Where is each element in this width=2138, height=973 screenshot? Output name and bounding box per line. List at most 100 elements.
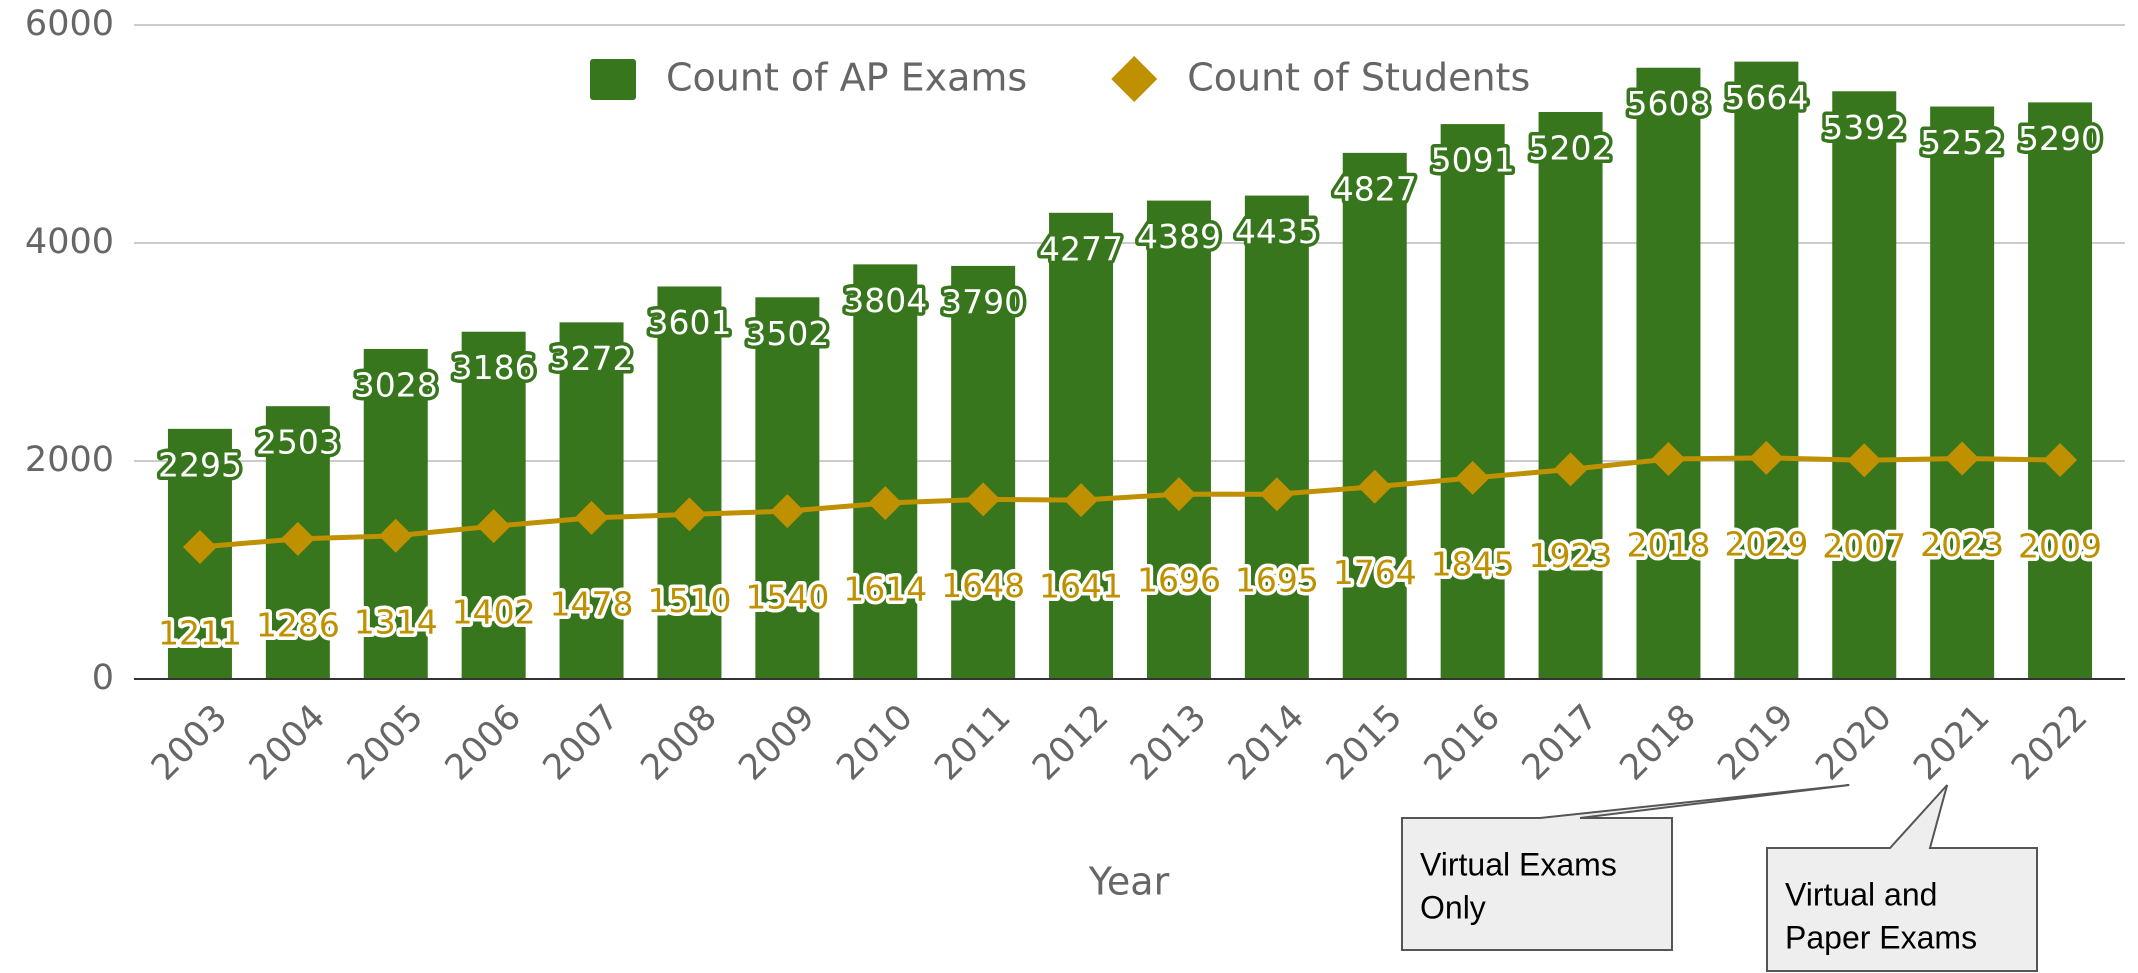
point-marker <box>868 486 903 521</box>
point-marker <box>1749 440 1784 475</box>
bar <box>1244 195 1309 679</box>
bar <box>363 348 428 679</box>
data-label: 1923 <box>1529 536 1613 575</box>
data-label: 2009 <box>2018 527 2102 566</box>
x-tick-label: 2017 <box>1515 697 1606 788</box>
point-marker <box>1945 441 1980 476</box>
data-label: 2023 <box>1920 525 2004 564</box>
data-label: 5392 <box>1822 108 1906 147</box>
callout-text: Virtual and <box>1785 876 1937 912</box>
data-label: 1402 <box>452 593 536 632</box>
data-label: 4435 <box>1235 212 1319 251</box>
point-marker <box>1259 477 1294 512</box>
x-tick-label: 2015 <box>1319 697 1410 788</box>
data-label: 5091 <box>1431 141 1515 180</box>
data-label: 2295 <box>158 445 242 484</box>
data-label: 1211 <box>158 614 242 653</box>
bar <box>1930 106 1995 680</box>
point-marker <box>1455 460 1490 495</box>
callout-text: Virtual Exams <box>1420 846 1617 882</box>
data-label: 4277 <box>1039 229 1123 268</box>
x-tick-label: 2012 <box>1025 697 1116 788</box>
data-label: 3502 <box>745 314 829 353</box>
data-label: 1478 <box>550 584 634 623</box>
point-marker <box>1064 483 1099 518</box>
bar <box>1342 152 1407 679</box>
x-tick-label: 2009 <box>732 697 823 788</box>
data-label: 1648 <box>941 566 1025 605</box>
x-tick-label: 2019 <box>1711 697 1802 788</box>
data-label: 1764 <box>1333 553 1417 592</box>
legend-swatch <box>590 59 636 100</box>
point-marker <box>1847 443 1882 478</box>
point-marker <box>1357 469 1392 504</box>
data-label: 5608 <box>1626 84 1710 123</box>
legend-label: Count of Students <box>1187 56 1530 100</box>
data-label: 4827 <box>1333 169 1417 208</box>
bar <box>853 264 918 679</box>
bar <box>461 331 526 679</box>
x-tick-label: 2005 <box>340 697 431 788</box>
data-label: 1696 <box>1137 561 1221 600</box>
x-tick-label: 2018 <box>1613 697 1704 788</box>
bar <box>1538 111 1603 680</box>
point-marker <box>770 494 805 529</box>
data-label: 2029 <box>1724 524 1808 563</box>
point-marker <box>1651 442 1686 477</box>
point-marker <box>1553 452 1588 487</box>
x-axis-title: Year <box>1088 860 1170 904</box>
data-label: 3804 <box>843 281 927 320</box>
x-tick-label: 2016 <box>1417 697 1508 788</box>
point-marker <box>672 497 707 532</box>
data-label: 3186 <box>452 348 536 387</box>
data-label: 5290 <box>2018 119 2102 158</box>
y-tick-label: 6000 <box>25 4 114 44</box>
point-marker <box>1161 477 1196 512</box>
callout-text: Only <box>1420 889 1486 925</box>
legend-swatch <box>1111 56 1158 102</box>
bar <box>755 297 820 679</box>
x-tick-label: 2014 <box>1221 697 1312 788</box>
x-tick-label: 2008 <box>634 697 725 788</box>
point-marker <box>378 518 413 553</box>
data-label: 1314 <box>354 602 438 641</box>
callout <box>1401 784 1850 951</box>
bar <box>657 286 722 679</box>
x-tick-label: 2020 <box>1808 697 1899 788</box>
data-label: 3028 <box>354 365 438 404</box>
data-label: 3790 <box>941 282 1025 321</box>
data-label: 1614 <box>843 570 927 609</box>
point-marker <box>966 482 1001 517</box>
x-tick-label: 2004 <box>242 697 333 788</box>
point-marker <box>2043 443 2078 478</box>
point-marker <box>182 530 217 565</box>
x-tick-label: 2021 <box>1906 697 1997 788</box>
callout-text: Paper Exams <box>1785 919 1977 955</box>
y-tick-label: 2000 <box>25 440 114 480</box>
data-label: 1286 <box>256 605 340 644</box>
data-label: 2007 <box>1822 527 1906 566</box>
bar <box>1636 67 1701 679</box>
bar <box>951 265 1016 679</box>
point-marker <box>476 509 511 544</box>
bar <box>559 322 624 679</box>
point-marker <box>574 500 609 535</box>
data-label: 1695 <box>1235 561 1319 600</box>
bar <box>1440 124 1505 680</box>
data-label: 1641 <box>1039 567 1123 606</box>
x-tick-label: 2006 <box>438 697 529 788</box>
data-label: 3272 <box>550 339 634 378</box>
x-tick-label: 2003 <box>144 697 235 788</box>
data-label: 3601 <box>647 303 731 342</box>
data-label: 4389 <box>1137 217 1221 256</box>
bar <box>1832 91 1897 680</box>
data-label: 5252 <box>1920 123 2004 162</box>
x-tick-label: 2007 <box>536 697 627 788</box>
data-label: 1540 <box>745 578 829 617</box>
bar <box>1734 61 1799 679</box>
x-tick-label: 2011 <box>927 697 1018 788</box>
data-label: 1510 <box>647 581 731 620</box>
data-label: 2018 <box>1626 526 1710 565</box>
bar <box>1146 200 1211 679</box>
data-label: 1845 <box>1431 544 1515 583</box>
